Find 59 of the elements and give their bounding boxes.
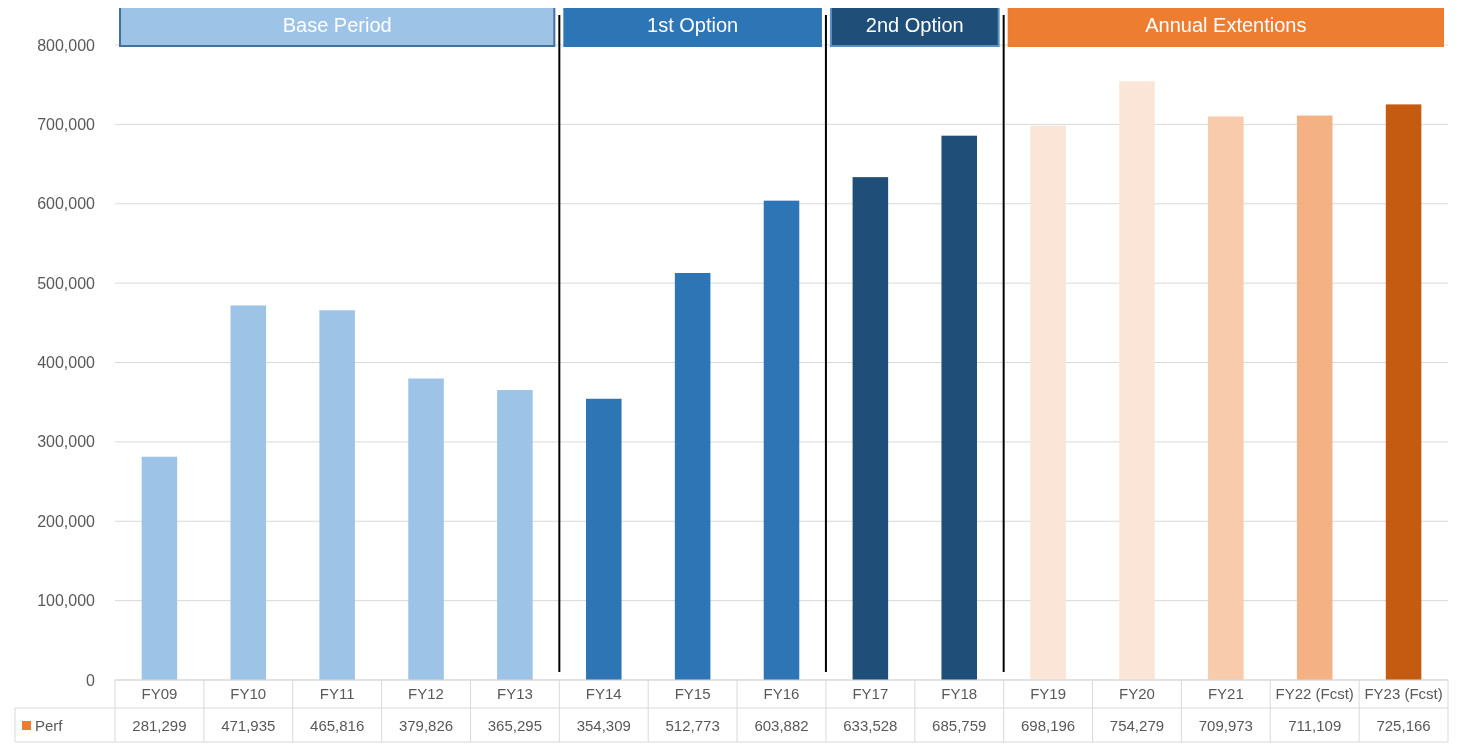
x-tick-label: FY21 xyxy=(1207,685,1244,703)
data-label: 281,299 xyxy=(132,717,187,735)
y-tick-label: 600,000 xyxy=(37,195,96,213)
data-label: 685,759 xyxy=(932,717,987,735)
data-label: 709,973 xyxy=(1198,717,1253,735)
x-tick-label: FY09 xyxy=(141,685,178,703)
text: 2nd Option xyxy=(865,14,964,36)
bar xyxy=(230,305,267,680)
x-tick-label: FY22 (Fcst) xyxy=(1275,685,1354,703)
x-tick-label: FY18 xyxy=(941,685,978,703)
x-tick-label: FY20 xyxy=(1119,685,1155,703)
text: 1st Option xyxy=(647,14,739,36)
data-label: 471,935 xyxy=(221,717,276,735)
y-tick-label: 300,000 xyxy=(37,433,96,451)
data-label: 379,826 xyxy=(398,717,454,735)
bar xyxy=(852,177,889,680)
bar xyxy=(1385,104,1422,680)
data-label: 698,196 xyxy=(1020,717,1076,735)
data-label: 465,816 xyxy=(310,717,365,735)
data-label: 603,882 xyxy=(754,717,809,735)
y-tick-label: 700,000 xyxy=(37,115,96,133)
bar xyxy=(141,456,178,680)
y-tick-label: 200,000 xyxy=(37,512,96,530)
data-label: 512,773 xyxy=(665,717,720,735)
bar xyxy=(408,378,444,680)
bar xyxy=(941,135,978,680)
bar xyxy=(1030,125,1066,680)
y-tick-label: 800,000 xyxy=(37,36,96,54)
data-label: 633,528 xyxy=(843,717,898,735)
y-tick-label: 400,000 xyxy=(37,354,96,372)
bar xyxy=(585,398,622,680)
x-tick-label: FY11 xyxy=(319,685,355,703)
x-tick-label: FY17 xyxy=(852,685,889,703)
bar xyxy=(674,272,711,680)
data-label: 354,309 xyxy=(576,717,631,735)
text: Annual Extentions xyxy=(1145,14,1307,36)
bar xyxy=(1296,115,1333,680)
data-label: 365,295 xyxy=(487,717,543,735)
x-tick-label: FY10 xyxy=(230,685,267,703)
bar xyxy=(319,310,355,680)
bar xyxy=(1208,116,1244,680)
x-tick-label: FY13 xyxy=(496,685,533,703)
data-label: 754,279 xyxy=(1109,717,1165,735)
data-label: 725,166 xyxy=(1376,717,1431,735)
x-tick-label: FY23 (Fcst) xyxy=(1364,685,1443,703)
text: Base Period xyxy=(282,14,392,36)
bar xyxy=(763,200,800,680)
y-tick-label: 500,000 xyxy=(37,274,96,292)
data-label: 711,109 xyxy=(1288,717,1342,735)
y-tick-label: 0 xyxy=(86,671,96,689)
text: Perf xyxy=(35,717,64,735)
bar xyxy=(1119,81,1155,680)
x-tick-label: FY14 xyxy=(585,685,622,703)
x-tick-label: FY15 xyxy=(674,685,711,703)
x-tick-label: FY12 xyxy=(408,685,444,703)
y-tick-label: 100,000 xyxy=(37,592,96,610)
x-tick-label: FY19 xyxy=(1030,685,1067,703)
bar xyxy=(497,390,533,680)
x-tick-label: FY16 xyxy=(763,685,800,703)
